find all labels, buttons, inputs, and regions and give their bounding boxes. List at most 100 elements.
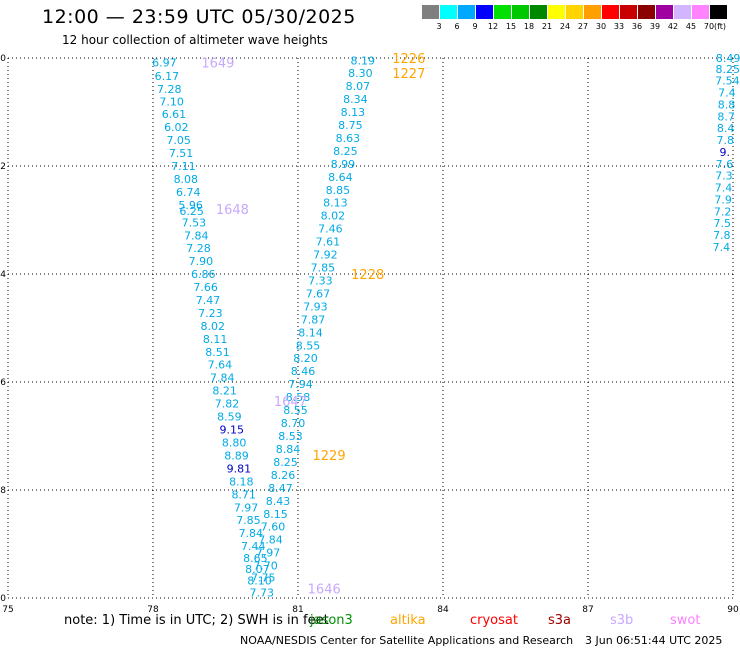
swh-value-west-track: 6.02 <box>164 121 189 134</box>
pass-number-label: 1228 <box>351 268 384 283</box>
swh-value-west-track: 6.74 <box>176 186 201 199</box>
swh-value-west-track: 8.51 <box>205 346 230 359</box>
swh-value-east-track: 8.46 <box>291 365 316 378</box>
swh-value-west-track: 7.11 <box>171 160 196 173</box>
pass-number-label: 1646 <box>308 582 341 597</box>
timestamp-text: 3 Jun 06:51:44 UTC 2025 <box>585 634 723 647</box>
swh-value-west-track: 7.97 <box>234 501 259 514</box>
pass-number-label: 1648 <box>216 203 249 218</box>
legend-swatch <box>674 5 691 19</box>
swh-value-far-east-track: 8.7 <box>717 110 735 123</box>
legend-label: 21 <box>541 22 553 31</box>
legend-label: 70 <box>703 22 715 31</box>
lat-tick-label: -10 <box>0 594 6 604</box>
swh-value-west-track: 6.17 <box>155 70 180 83</box>
swh-value-east-track: 8.85 <box>326 184 351 197</box>
swh-value-east-track: 7.92 <box>313 249 338 262</box>
legend-swatch <box>602 5 619 19</box>
swh-value-west-track: 7.85 <box>236 514 261 527</box>
swh-value-east-track: 8.55 <box>283 404 308 417</box>
swh-value-far-east-track: 8.4 <box>717 122 735 135</box>
swh-value-west-track: 7.53 <box>182 217 207 230</box>
credit-text: NOAA/NESDIS Center for Satellite Applica… <box>240 634 574 647</box>
swh-value-east-track: 8.55 <box>296 339 321 352</box>
swh-value-east-track: 8.26 <box>271 469 296 482</box>
swh-value-west-track: 5.96 <box>178 199 203 212</box>
legend-label: 18 <box>523 22 535 31</box>
legend-label: 3 <box>436 22 442 31</box>
swh-value-east-track: 7.67 <box>306 287 331 300</box>
swh-value-east-track: 7.33 <box>308 274 333 287</box>
swh-value-far-east-track: 7.4 <box>715 182 733 195</box>
swh-value-far-east-track: 9. <box>720 146 731 159</box>
swh-value-east-track: 8.99 <box>331 158 356 171</box>
lon-tick-label: 87 <box>582 605 593 615</box>
satellite-name-s3a: s3a <box>548 613 572 628</box>
legend-swatch <box>692 5 709 19</box>
swh-value-east-track: 7.84 <box>258 534 283 547</box>
swh-value-west-track: 7.84 <box>239 527 264 540</box>
satellite-name-swot: swot <box>670 613 701 628</box>
map-title: 12:00 — 23:59 UTC 05/30/2025 <box>42 6 356 28</box>
swh-value-west-track: 8.21 <box>212 385 237 398</box>
swh-value-far-east-track: 7.4 <box>718 87 736 100</box>
swh-value-east-track: 7.97 <box>256 547 281 560</box>
swh-value-west-track: 8.10 <box>247 575 272 588</box>
swh-value-west-track: 8.89 <box>224 449 249 462</box>
legend-label: 30 <box>595 22 607 31</box>
swh-value-west-track: 7.73 <box>249 587 274 600</box>
swh-value-west-track: 7.64 <box>208 359 233 372</box>
swh-value-west-track: 6.86 <box>191 268 216 281</box>
legend-swatch <box>710 5 727 19</box>
swh-value-west-track: 7.28 <box>186 242 211 255</box>
swh-value-east-track: 8.47 <box>268 482 293 495</box>
swh-value-east-track: 8.53 <box>278 430 303 443</box>
swh-value-west-track: 7.47 <box>196 294 221 307</box>
swh-value-west-track: 8.08 <box>174 173 199 186</box>
swh-value-east-track: 8.75 <box>338 119 363 132</box>
legend-swatch <box>458 5 475 19</box>
swh-value-east-track: 8.14 <box>298 326 323 339</box>
swh-value-east-track: 7.75 <box>251 571 276 584</box>
satellite-name-altika: altika <box>390 613 426 628</box>
legend-swatch <box>566 5 583 19</box>
swh-value-far-east-track: 7.2 <box>714 205 732 218</box>
swh-value-far-east-track: 7.8 <box>713 229 731 242</box>
legend-label: 45 <box>685 22 697 31</box>
swh-value-east-track: 7.93 <box>303 300 328 313</box>
legend-swatch <box>548 5 565 19</box>
legend-unit: (ft) <box>713 22 727 31</box>
swh-value-west-track: 7.66 <box>193 281 218 294</box>
swh-value-far-east-track: 8.8 <box>718 98 736 111</box>
swh-value-west-track: 7.84 <box>210 372 235 385</box>
legend-swatch <box>620 5 637 19</box>
legend-label: 39 <box>649 22 661 31</box>
swh-value-west-track: 6.97 <box>152 56 177 69</box>
lat-tick-label: 0 <box>0 54 6 64</box>
satellite-name-cryosat: cryosat <box>470 613 518 628</box>
swh-value-west-track: 7.23 <box>198 307 223 320</box>
legend-label: 24 <box>559 22 571 31</box>
satellite-name-jason3: jason3 <box>310 613 353 628</box>
lon-tick-label: 84 <box>437 605 449 615</box>
swh-value-east-track: 8.34 <box>343 93 368 106</box>
swh-value-west-track: 6.61 <box>162 108 187 121</box>
pass-number-label: 1647 <box>274 395 307 410</box>
swh-value-east-track: 8.25 <box>273 456 298 469</box>
swh-value-west-track: 8.65 <box>243 552 268 565</box>
legend-swatch <box>584 5 601 19</box>
lat-tick-label: -8 <box>0 486 6 496</box>
legend-swatch <box>494 5 511 19</box>
swh-value-east-track: 8.84 <box>276 443 301 456</box>
legend-label: 9 <box>472 22 478 31</box>
legend-swatch <box>440 5 457 19</box>
legend-label: 12 <box>487 22 499 31</box>
swh-value-west-track: 7.05 <box>166 134 191 147</box>
swh-value-west-track: 8.71 <box>231 488 256 501</box>
swh-value-west-track: 7.90 <box>189 255 214 268</box>
legend-label: 27 <box>577 22 589 31</box>
lon-tick-label: 90 <box>727 605 739 615</box>
lon-tick-label: 78 <box>147 605 159 615</box>
swh-value-far-east-track: 8.25 <box>716 63 740 76</box>
